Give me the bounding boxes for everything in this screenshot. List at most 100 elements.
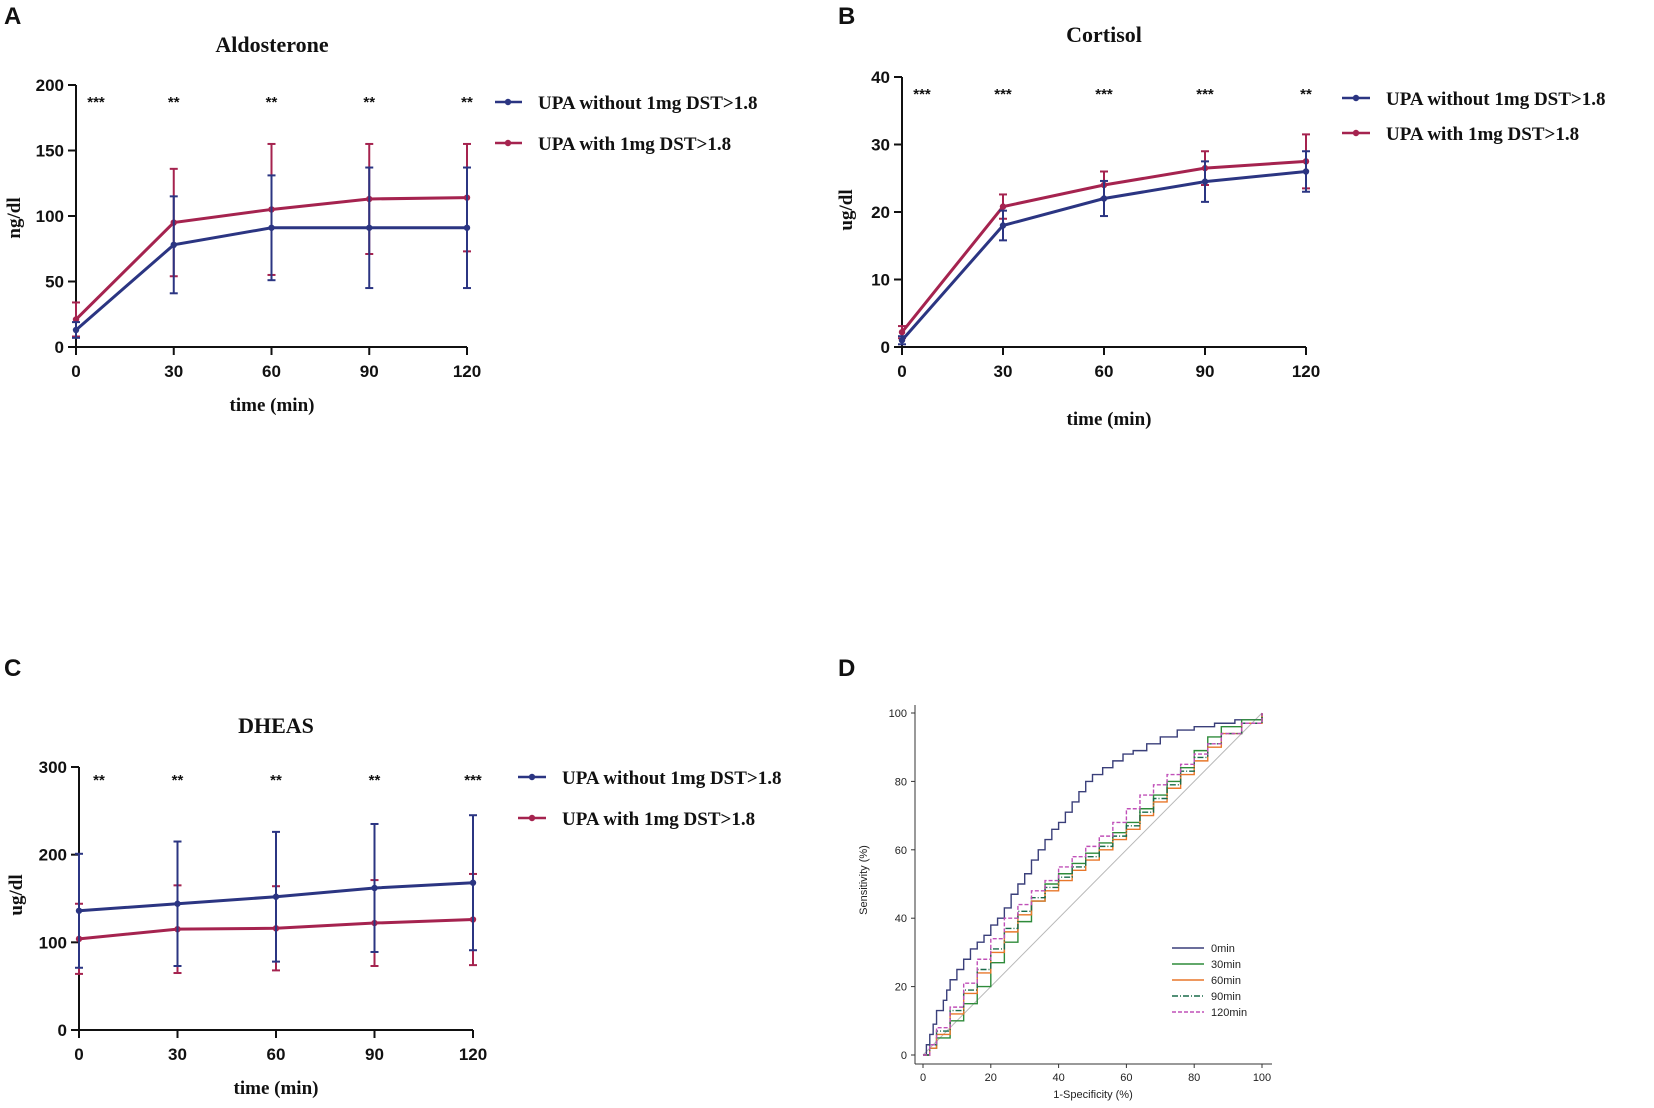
chart-d-x-tick-label: 100 [1253, 1072, 1271, 1084]
chart-c-point-without [371, 884, 378, 892]
chart-d-x-tick-label: 60 [1120, 1072, 1132, 1084]
chart-a-point-without [463, 224, 471, 231]
chart-a-y-tick-label: 100 [36, 207, 64, 226]
chart-b-x-tick-label: 0 [897, 362, 906, 381]
chart-d-y-tick-label: 20 [895, 982, 907, 994]
chart-b-y-tick-label: 30 [871, 136, 890, 155]
chart-c-x-tick-label: 0 [74, 1045, 83, 1064]
chart-a-x-tick-label: 90 [360, 362, 379, 381]
chart-a-x-tick-label: 60 [262, 362, 281, 381]
chart-d-reference-line [922, 712, 1263, 1056]
chart-a-legend-marker-without [504, 98, 512, 106]
chart-d-y-tick-label: 60 [895, 845, 907, 857]
chart-d-y-tick-label: 80 [895, 776, 907, 788]
chart-c-x-tick-label: 60 [267, 1045, 286, 1064]
chart-b-x-tick-label: 60 [1095, 362, 1114, 381]
chart-a-significance: ** [266, 94, 278, 111]
chart-d-legend-90min: 90min [1211, 991, 1241, 1003]
chart-c-legend-without: UPA without 1mg DST>1.8 [562, 768, 782, 789]
chart-c-title: DHEAS [238, 713, 314, 738]
chart-b-point-without [1100, 195, 1108, 202]
chart-c-significance: ** [270, 772, 282, 789]
chart-c-point-without [469, 879, 477, 886]
chart-a-point-without [366, 224, 373, 231]
chart-c-legend-marker-without [528, 773, 536, 781]
chart-b-y-tick-label: 10 [871, 271, 890, 290]
chart-d-x-tick-label: 80 [1188, 1072, 1200, 1084]
chart-a-point-without [170, 241, 177, 249]
chart-b-title: Cortisol [1066, 22, 1142, 47]
chart-b-significance: *** [913, 86, 931, 103]
chart-b-significance: ** [1300, 86, 1312, 103]
chart-b-point-without [1201, 178, 1209, 185]
chart-b-y-tick-label: 0 [881, 338, 890, 357]
chart-d-legend-30min: 30min [1211, 959, 1241, 971]
chart-c-significance: ** [172, 772, 184, 789]
chart-c-significance: ** [369, 772, 381, 789]
chart-c-significance: *** [464, 772, 482, 789]
chart-c-ylabel: ug/dl [6, 874, 27, 915]
chart-b-y-tick-label: 20 [871, 203, 890, 222]
chart-a-significance: ** [363, 94, 375, 111]
chart-a-significance: ** [168, 94, 180, 111]
chart-c-y-tick-label: 300 [39, 758, 67, 777]
chart-d-x-tick-label: 0 [920, 1072, 926, 1084]
chart-a-legend-without: UPA without 1mg DST>1.8 [538, 93, 758, 114]
chart-a-y-tick-label: 0 [55, 338, 64, 357]
chart-a-xlabel: time (min) [230, 395, 315, 416]
chart-d-ylabel: Sensitivity (%) [858, 845, 870, 915]
chart-a-point-with [72, 316, 80, 323]
chart-d-xlabel: 1-Specificity (%) [1053, 1089, 1132, 1101]
panel-letter-a: A [4, 3, 21, 30]
chart-a-x-tick-label: 120 [453, 362, 481, 381]
chart-d-roc-curve-120min [923, 713, 1263, 1056]
chart-b-point-with [898, 328, 906, 336]
chart-c-x-tick-label: 30 [168, 1045, 187, 1064]
chart-b-x-tick-label: 120 [1292, 362, 1320, 381]
chart-c-xlabel: time (min) [234, 1078, 319, 1099]
chart-a-x-tick-label: 30 [164, 362, 183, 381]
chart-d-legend-120min: 120min [1211, 1007, 1247, 1019]
chart-d-roc-curve-0min [923, 713, 1263, 1056]
chart-c-x-tick-label: 120 [459, 1045, 487, 1064]
chart-c-point-without [174, 900, 181, 907]
panel-letter-c: C [4, 655, 21, 682]
chart-c-point-without [75, 907, 83, 914]
chart-a-title: Aldosterone [215, 32, 328, 57]
chart-b-point-without [999, 222, 1007, 229]
chart-a-y-tick-label: 50 [45, 273, 64, 292]
chart-a-ylabel: ng/dl [4, 197, 25, 238]
chart-a-legend-marker-with [504, 139, 512, 147]
chart-b-significance: *** [994, 86, 1012, 103]
chart-b-x-tick-label: 90 [1196, 362, 1215, 381]
chart-c-point-without [272, 893, 280, 900]
chart-c-y-tick-label: 100 [39, 933, 67, 952]
chart-b-legend-with: UPA with 1mg DST>1.8 [1386, 124, 1579, 145]
chart-a-significance: ** [461, 94, 473, 111]
chart-d-y-tick-label: 100 [889, 708, 907, 720]
chart-a-x-tick-label: 0 [71, 362, 80, 381]
chart-b-legend-without: UPA without 1mg DST>1.8 [1386, 89, 1606, 110]
chart-b-point-without [898, 337, 906, 344]
chart-c-legend-marker-with [528, 814, 536, 822]
chart-c-y-tick-label: 200 [39, 846, 67, 865]
chart-b-legend-marker-with [1352, 129, 1360, 137]
chart-c-significance: ** [93, 772, 105, 789]
chart-d-y-tick-label: 0 [901, 1050, 907, 1062]
chart-d-x-tick-label: 40 [1052, 1072, 1064, 1084]
chart-d-x-tick-label: 20 [985, 1072, 997, 1084]
chart-a-significance: *** [87, 94, 105, 111]
panel-letter-d: D [838, 655, 855, 682]
panel-letter-b: B [838, 3, 855, 30]
chart-a-point-without [72, 326, 80, 334]
chart-b-legend-marker-without [1352, 94, 1360, 102]
chart-d-plot: 0 20 40 60 80 100 0 20 40 60 80 100 [889, 705, 1272, 1084]
chart-a-y-tick-label: 200 [36, 76, 64, 95]
chart-b-xlabel: time (min) [1067, 409, 1152, 430]
chart-c-legend-with: UPA with 1mg DST>1.8 [562, 809, 755, 830]
chart-b-x-tick-label: 30 [994, 362, 1013, 381]
